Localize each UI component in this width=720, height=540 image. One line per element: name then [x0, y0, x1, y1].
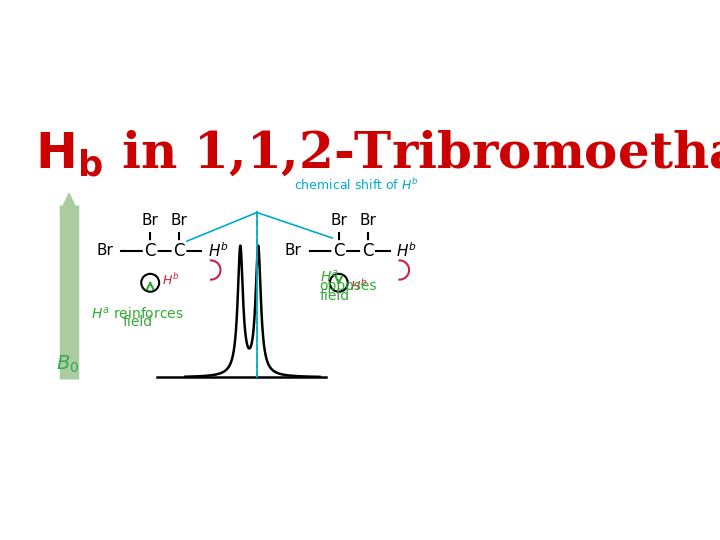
Text: Br: Br: [359, 213, 376, 228]
Text: field: field: [122, 315, 153, 329]
Text: $\mathbf{H_b}$ in 1,1,2-Tribromoethane: $\mathbf{H_b}$ in 1,1,2-Tribromoethane: [35, 130, 720, 180]
Text: $H^b$: $H^b$: [208, 241, 228, 260]
Text: $H^b$: $H^b$: [350, 278, 368, 294]
Text: Br: Br: [142, 213, 158, 228]
Text: Br: Br: [285, 244, 302, 258]
Text: $B_0$: $B_0$: [56, 354, 79, 375]
Text: C: C: [333, 242, 344, 260]
Text: $H^a$: $H^a$: [320, 268, 338, 285]
Circle shape: [141, 274, 159, 292]
Text: Br: Br: [96, 244, 113, 258]
Text: C: C: [361, 242, 373, 260]
Text: field: field: [320, 288, 350, 302]
Text: $H^b$: $H^b$: [396, 241, 417, 260]
Text: $H^a$ reinforces: $H^a$ reinforces: [91, 305, 184, 321]
Text: $H^b$: $H^b$: [162, 272, 179, 287]
Polygon shape: [60, 193, 78, 212]
Text: chemical shift of $H^b$: chemical shift of $H^b$: [294, 178, 419, 193]
Text: Br: Br: [171, 213, 187, 228]
Text: Br: Br: [330, 213, 347, 228]
Text: C: C: [145, 242, 156, 260]
Text: C: C: [174, 242, 185, 260]
Text: opposes: opposes: [320, 279, 377, 293]
Circle shape: [330, 274, 348, 292]
